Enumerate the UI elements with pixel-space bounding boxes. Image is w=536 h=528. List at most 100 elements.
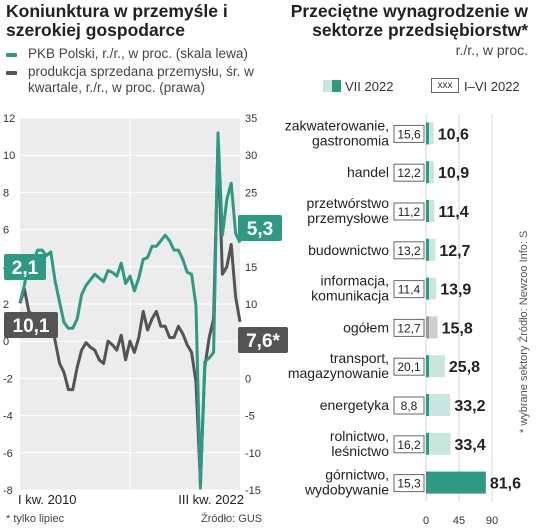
legend-gdp-label: PKB Polski, r./r., w proc. (skala lewa) [28,46,248,61]
category-label: przetwórstwo [307,195,390,211]
svg-text:10,1: 10,1 [13,316,50,337]
bar [426,316,438,339]
right-axis-tick: -5 [245,411,255,423]
legend-swatch-current-light [323,80,332,92]
left-axis-tick: -2 [3,373,13,385]
bar [426,355,445,378]
bar-row: handel 12,2 10,9 [347,161,469,184]
category-label: górnictwo, [325,467,389,483]
legend-industry-label: produkcja sprzedana przemysłu, śr. w kwa… [28,64,254,95]
left-chart-title: Koniunktura w przemyśle i szerokiej gosp… [6,1,228,40]
bar-edge [426,238,429,261]
bar-edge [426,200,429,222]
callout-industry-end: 7,6* [238,327,288,353]
category-label: gastronomia [312,132,389,148]
prior-value: 13,2 [397,244,421,258]
right-chart-title: Przeciętne wynagrodzenie w sektorze prze… [290,1,528,40]
side-note: * wybrane sektory Źródło: Newzoo Info: S [518,230,530,433]
bar-edge [426,432,429,455]
right-legend: VII 2022 xxx I–VI 2022 [323,77,533,95]
prior-value-box [393,124,425,143]
category-label: handel [347,164,389,180]
right-axis-tick: 35 [245,113,257,125]
prior-value-box [393,435,425,454]
bar-row: ogółem 12,7 15,8 [343,316,473,339]
bar [426,238,436,261]
bar-row: rolnictwo,leśnictwo 16,2 33,4 [330,428,486,459]
bar-edge [426,277,429,300]
x-label-start: I kw. 2010 [18,492,77,507]
bar-value: 33,4 [454,437,485,454]
bar [426,122,434,145]
prior-value: 11,2 [398,205,421,219]
prior-value: 11,4 [398,283,421,297]
prior-value: 15,6 [397,127,421,141]
category-label: leśnictwo [331,443,389,459]
left-axis-tick: 8 [3,187,9,199]
legend-gdp-swatch [6,53,17,57]
right-axis-tick: 0 [245,373,251,385]
bar-row: informacja,komunikacja 11,4 13,9 [311,273,471,304]
category-label: ogółem [343,319,389,335]
bar-edge [426,161,429,184]
prior-value-box [393,241,425,260]
bar-row: transport,magazynowanie 20,1 25,8 [288,350,480,381]
category-label: rolnictwo, [330,428,389,444]
prior-value-box [393,357,425,376]
bar-edge [426,355,429,378]
right-chart-subtitle: r./r., w proc. [455,42,528,58]
category-label: przemysłowe [307,210,389,226]
prior-value-box [393,318,425,337]
left-line-chart: 121086420-2-4-6-835302520151050-5-10-15I… [3,113,288,507]
category-label: magazynowanie [288,365,389,381]
bar-value: 11,4 [438,204,468,221]
callout-gdp-start: 2,1 [4,254,46,280]
bar-row: energetyka 8,8 33,2 [320,394,486,416]
prior-value: 20,1 [397,360,421,374]
category-label: informacja, [321,273,389,289]
prior-value: 16,2 [397,438,421,452]
legend-industry: produkcja sprzedana przemysłu, śr. w kwa… [6,64,268,96]
bar-edge [426,316,429,339]
bar-row: budownictwo 13,2 12,7 [308,238,471,261]
right-axis-tick: -10 [245,448,261,460]
left-axis-tick: -6 [3,448,13,460]
right-axis-tick: 15 [245,262,257,274]
bar [426,161,434,184]
right-axis-tick: 30 [245,150,257,162]
bar-value: 81,6 [490,476,521,493]
svg-text:2,1: 2,1 [12,258,39,279]
bar-x-tick: 90 [486,515,498,527]
legend-prior-label: I–VI 2022 [464,79,520,94]
bar-row: zakwaterowanie,gastronomia 15,6 10,6 [285,117,469,148]
legend-gdp: PKB Polski, r./r., w proc. (skala lewa) [6,46,268,62]
svg-text:7,6*: 7,6* [246,331,280,352]
bar [426,432,451,455]
prior-value: 8,8 [401,399,418,413]
bar-value: 25,8 [449,359,480,376]
left-axis-tick: -4 [3,411,13,423]
right-axis-tick: 10 [245,299,257,311]
bar-value: 15,8 [442,320,473,337]
category-label: energetyka [320,397,389,413]
bar-value: 12,7 [439,243,470,260]
prior-value-box [393,163,425,182]
left-source: Źródło: GUS [201,513,263,525]
series-gdp-line [18,131,242,490]
bar [426,394,451,416]
left-axis-tick: -8 [3,485,13,497]
category-label: budownictwo [308,242,389,258]
bar-value: 13,9 [440,282,471,299]
bar-x-tick: 0 [423,515,429,527]
callout-gdp-end: 5,3 [238,215,282,241]
category-label: komunikacja [311,288,389,304]
bar-value: 33,2 [454,398,485,415]
left-axis-tick: 10 [3,150,15,162]
bar [426,200,435,222]
right-bar-chart: 0 45 90 zakwaterowanie,gastronomia 15,6 10,6 h… [285,114,521,527]
left-axis-tick: 2 [3,299,9,311]
legend-industry-swatch [6,71,17,75]
prior-value-box [393,396,425,415]
right-axis-tick: 25 [245,187,257,199]
